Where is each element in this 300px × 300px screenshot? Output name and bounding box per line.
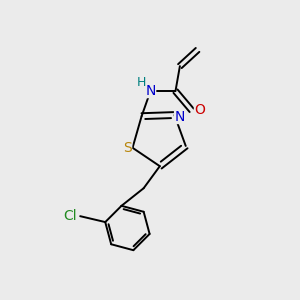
- Text: N: N: [145, 84, 156, 98]
- Text: N: N: [175, 110, 185, 124]
- Text: S: S: [123, 141, 132, 155]
- Text: O: O: [194, 103, 205, 117]
- Text: Cl: Cl: [63, 209, 77, 223]
- Text: H: H: [136, 76, 146, 89]
